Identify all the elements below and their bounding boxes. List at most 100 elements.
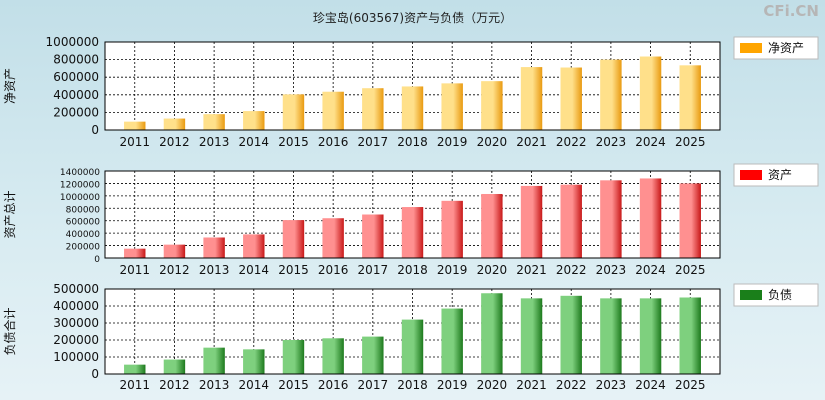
x-tick-label: 2017 <box>358 263 389 277</box>
bar-2016 <box>322 91 344 130</box>
y-tick-label: 400000 <box>66 230 101 240</box>
bar-2015 <box>282 340 305 374</box>
y-tick-label: 1200000 <box>60 180 100 190</box>
y-tick-label: 1000000 <box>60 193 100 203</box>
bar-2016 <box>322 338 344 374</box>
legend-label: 负债 <box>768 288 792 302</box>
x-tick-label: 2015 <box>278 135 309 149</box>
bar-2018 <box>401 207 424 258</box>
bar-2011 <box>124 364 146 374</box>
x-tick-label: 2025 <box>675 135 706 149</box>
x-tick-label: 2023 <box>596 135 627 149</box>
x-tick-label: 2014 <box>239 378 270 392</box>
x-tick-label: 2011 <box>119 378 150 392</box>
bar-2015 <box>282 220 305 258</box>
bar-2012 <box>163 244 186 258</box>
legend-label: 资产 <box>768 168 792 182</box>
y-tick-label: 400000 <box>53 88 99 102</box>
y-tick-label: 100000 <box>53 350 99 364</box>
bar-2020 <box>481 193 503 258</box>
x-tick-label: 2022 <box>556 263 587 277</box>
x-tick-label: 2019 <box>437 378 468 392</box>
y-tick-label: 1000000 <box>46 35 99 49</box>
legend-swatch <box>740 43 762 53</box>
bar-2021 <box>520 298 543 374</box>
bar-2014 <box>243 349 265 374</box>
y-tick-label: 400000 <box>53 299 99 313</box>
x-tick-label: 2013 <box>199 263 230 277</box>
bar-2022 <box>560 67 582 130</box>
x-tick-label: 2020 <box>477 135 508 149</box>
x-tick-label: 2013 <box>199 135 230 149</box>
x-tick-label: 2023 <box>596 378 627 392</box>
x-tick-label: 2021 <box>516 135 547 149</box>
y-tick-label: 0 <box>91 367 99 381</box>
bar-2023 <box>600 180 622 258</box>
x-tick-label: 2012 <box>159 263 190 277</box>
legend-box <box>733 36 819 60</box>
x-tick-label: 2011 <box>119 263 150 277</box>
y-axis-label: 净资产 <box>3 68 17 104</box>
x-tick-label: 2025 <box>675 263 706 277</box>
x-tick-label: 2019 <box>437 263 468 277</box>
bar-2020 <box>481 293 503 374</box>
x-tick-label: 2016 <box>318 378 349 392</box>
y-tick-label: 200000 <box>53 105 99 119</box>
plot-frame <box>104 170 721 259</box>
bar-2021 <box>520 67 543 130</box>
plot-frame <box>104 41 721 131</box>
bar-2020 <box>481 81 503 130</box>
bar-2016 <box>322 218 344 258</box>
y-tick-label: 200000 <box>53 333 99 347</box>
y-tick-label: 800000 <box>66 205 101 215</box>
bar-2013 <box>203 114 225 130</box>
bar-2012 <box>163 359 186 374</box>
bar-2019 <box>441 308 463 374</box>
panel-3: 0 100000 200000 300000 400000 500000 2011 2012 2… <box>2 282 819 392</box>
bar-2025 <box>679 183 701 258</box>
x-tick-label: 2018 <box>397 135 428 149</box>
plot-frame <box>104 288 721 375</box>
y-tick-label: 0 <box>91 123 99 137</box>
bar-2014 <box>243 111 265 130</box>
x-tick-label: 2017 <box>358 378 389 392</box>
bar-2025 <box>679 65 701 130</box>
y-tick-label: 600000 <box>53 70 99 84</box>
bar-2019 <box>441 200 463 258</box>
bar-2024 <box>639 298 662 374</box>
x-tick-label: 2021 <box>516 263 547 277</box>
x-tick-label: 2018 <box>397 378 428 392</box>
x-tick-label: 2019 <box>437 135 468 149</box>
bar-2017 <box>362 336 384 374</box>
x-tick-label: 2021 <box>516 378 547 392</box>
bar-2015 <box>282 94 305 130</box>
bar-2017 <box>362 214 384 258</box>
y-axis-label: 资产总计 <box>3 190 17 238</box>
x-tick-label: 2024 <box>635 263 666 277</box>
bar-2011 <box>124 121 146 130</box>
x-tick-label: 2020 <box>477 378 508 392</box>
x-tick-label: 2014 <box>239 263 270 277</box>
x-tick-label: 2012 <box>159 378 190 392</box>
bar-2022 <box>560 295 582 374</box>
y-tick-label: 200000 <box>66 243 101 253</box>
bar-2012 <box>163 118 186 130</box>
y-tick-label: 300000 <box>53 316 99 330</box>
legend-box <box>733 283 819 307</box>
y-tick-label: 800000 <box>53 53 99 67</box>
bar-2023 <box>600 298 622 374</box>
bar-2018 <box>401 86 424 130</box>
x-tick-label: 2015 <box>278 263 309 277</box>
bar-2024 <box>639 178 662 258</box>
x-tick-label: 2024 <box>635 378 666 392</box>
x-tick-label: 2017 <box>358 135 389 149</box>
x-tick-label: 2016 <box>318 135 349 149</box>
legend-swatch <box>740 290 762 300</box>
bar-2018 <box>401 319 424 374</box>
bar-2021 <box>520 185 543 258</box>
x-tick-label: 2024 <box>635 135 666 149</box>
bar-2013 <box>203 237 225 258</box>
x-tick-label: 2013 <box>199 378 230 392</box>
y-tick-label: 500000 <box>53 282 99 296</box>
bar-2025 <box>679 297 701 374</box>
